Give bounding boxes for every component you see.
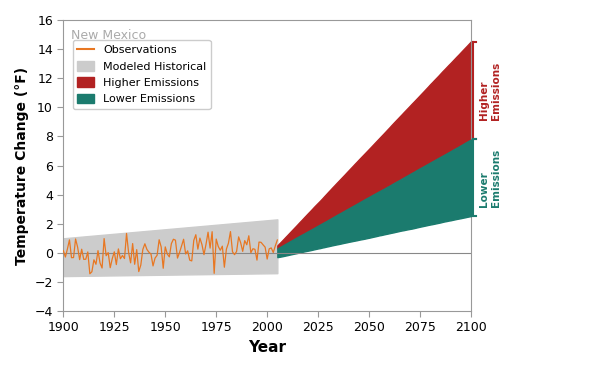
Text: Lower
Emissions: Lower Emissions (479, 149, 501, 207)
Legend: Observations, Modeled Historical, Higher Emissions, Lower Emissions: Observations, Modeled Historical, Higher… (73, 40, 211, 109)
Text: New Mexico: New Mexico (71, 29, 147, 42)
Y-axis label: Temperature Change (°F): Temperature Change (°F) (15, 67, 29, 265)
Text: Higher
Emissions: Higher Emissions (479, 61, 501, 120)
X-axis label: Year: Year (248, 340, 286, 355)
